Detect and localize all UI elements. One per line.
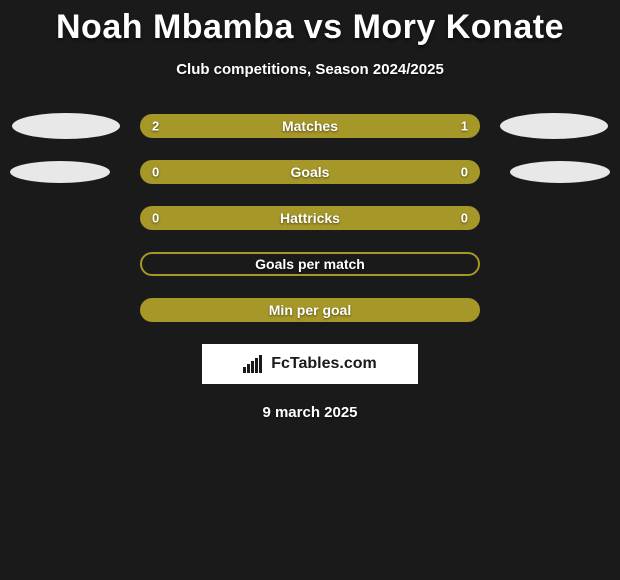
stat-right-value: 1 — [461, 119, 468, 134]
stat-left-value: 2 — [152, 119, 159, 134]
logo-bars-icon — [243, 355, 265, 373]
comparison-row: Goals per match — [0, 252, 620, 276]
stat-left-value: 0 — [152, 211, 159, 226]
stat-bar: Min per goal — [140, 298, 480, 322]
stat-bar: 0 Hattricks 0 — [140, 206, 480, 230]
stat-label: Matches — [282, 118, 338, 134]
comparison-row: 0 Hattricks 0 — [0, 206, 620, 230]
player-left-oval — [10, 161, 110, 183]
comparison-row: 2 Matches 1 — [0, 114, 620, 138]
comparison-row: 0 Goals 0 — [0, 160, 620, 184]
subtitle: Club competitions, Season 2024/2025 — [0, 61, 620, 78]
stat-label: Goals — [291, 164, 330, 180]
date-label: 9 march 2025 — [0, 404, 620, 421]
comparison-rows: 2 Matches 1 0 Goals 0 0 Hattricks 0 Goals per mat… — [0, 114, 620, 322]
stat-right-value: 0 — [461, 165, 468, 180]
stat-bar: 2 Matches 1 — [140, 114, 480, 138]
player-right-oval — [500, 113, 608, 139]
stat-bar: Goals per match — [140, 252, 480, 276]
stat-label: Goals per match — [255, 256, 365, 272]
logo-box: FcTables.com — [202, 344, 418, 384]
player-right-oval — [510, 161, 610, 183]
stat-bar: 0 Goals 0 — [140, 160, 480, 184]
stat-label: Min per goal — [269, 302, 351, 318]
logo-text: FcTables.com — [271, 355, 377, 373]
stat-label: Hattricks — [280, 210, 340, 226]
player-left-oval — [12, 113, 120, 139]
stat-right-value: 0 — [461, 211, 468, 226]
page-title: Noah Mbamba vs Mory Konate — [0, 0, 620, 47]
stat-left-value: 0 — [152, 165, 159, 180]
comparison-row: Min per goal — [0, 298, 620, 322]
